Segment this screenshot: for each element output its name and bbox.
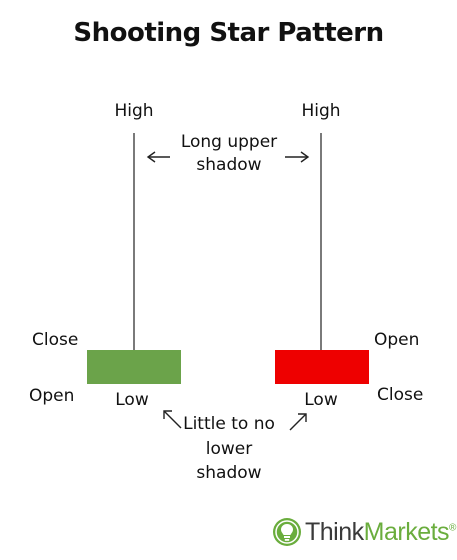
diagram-title: Shooting Star Pattern (73, 18, 384, 48)
left-low-label: Low (115, 390, 149, 410)
brand-name: ThinkMarkets® (305, 518, 456, 547)
registered-mark: ® (449, 522, 456, 534)
right-open-label: Open (374, 330, 420, 350)
lower-right-arrow (289, 413, 307, 431)
upper-left-arrow (146, 151, 170, 163)
right-low-label: Low (304, 390, 338, 410)
left-candle-body (87, 350, 181, 384)
left-close-label: Close (32, 330, 79, 350)
brand-name-think: Think (305, 517, 364, 546)
lower-shadow-label-line3: shadow (196, 463, 262, 483)
left-high-label: High (114, 101, 154, 121)
upper-shadow-label-line2: shadow (196, 155, 262, 175)
lightbulb-icon (273, 518, 301, 546)
upper-right-arrow (285, 151, 310, 163)
brand-name-markets: Markets (363, 517, 450, 546)
lower-shadow-label-line2: lower (205, 439, 253, 459)
right-close-label: Close (377, 385, 424, 405)
upper-shadow-label-line1: Long upper (180, 132, 278, 152)
left-open-label: Open (29, 386, 75, 406)
right-high-label: High (301, 101, 341, 121)
thinkmarkets-logo: ThinkMarkets® (272, 516, 456, 548)
lower-left-arrow (163, 410, 182, 429)
lower-shadow-label-line1: Little to no (183, 414, 275, 434)
right-candle-body (275, 350, 369, 384)
